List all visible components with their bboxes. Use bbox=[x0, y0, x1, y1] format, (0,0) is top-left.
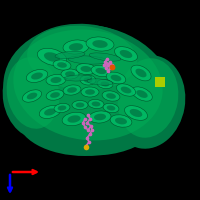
Ellipse shape bbox=[63, 85, 81, 95]
Point bbox=[110, 65, 114, 69]
Point bbox=[87, 140, 91, 144]
Ellipse shape bbox=[132, 87, 152, 101]
Ellipse shape bbox=[106, 93, 116, 99]
Ellipse shape bbox=[115, 118, 127, 124]
Ellipse shape bbox=[121, 87, 131, 93]
Ellipse shape bbox=[3, 55, 67, 139]
Ellipse shape bbox=[87, 79, 113, 85]
Point bbox=[85, 121, 89, 125]
Ellipse shape bbox=[67, 87, 77, 93]
Point bbox=[84, 145, 88, 149]
Ellipse shape bbox=[22, 90, 42, 102]
Ellipse shape bbox=[92, 40, 108, 48]
Ellipse shape bbox=[65, 71, 75, 77]
Ellipse shape bbox=[103, 103, 119, 113]
Ellipse shape bbox=[7, 57, 59, 129]
Point bbox=[105, 57, 109, 61]
Point bbox=[85, 136, 89, 140]
Ellipse shape bbox=[116, 84, 136, 96]
Ellipse shape bbox=[53, 60, 71, 70]
Ellipse shape bbox=[81, 66, 91, 72]
Ellipse shape bbox=[44, 52, 60, 62]
Ellipse shape bbox=[86, 37, 114, 51]
Point bbox=[90, 128, 94, 132]
Point bbox=[106, 63, 110, 67]
Ellipse shape bbox=[46, 90, 64, 100]
Ellipse shape bbox=[111, 55, 185, 149]
Ellipse shape bbox=[107, 105, 115, 111]
Ellipse shape bbox=[39, 106, 61, 118]
Ellipse shape bbox=[55, 51, 85, 59]
Ellipse shape bbox=[64, 75, 92, 81]
Ellipse shape bbox=[110, 115, 132, 127]
Point bbox=[88, 117, 92, 121]
Ellipse shape bbox=[51, 77, 61, 83]
Ellipse shape bbox=[44, 108, 56, 116]
Ellipse shape bbox=[131, 65, 151, 81]
Point bbox=[86, 113, 90, 117]
Ellipse shape bbox=[31, 72, 43, 80]
Point bbox=[103, 60, 107, 64]
Ellipse shape bbox=[62, 112, 86, 126]
Ellipse shape bbox=[84, 77, 92, 83]
Ellipse shape bbox=[76, 103, 84, 107]
Ellipse shape bbox=[97, 79, 113, 89]
Ellipse shape bbox=[23, 24, 147, 100]
Point bbox=[104, 66, 108, 70]
Ellipse shape bbox=[80, 75, 96, 85]
Ellipse shape bbox=[68, 56, 108, 64]
Ellipse shape bbox=[46, 74, 66, 86]
Ellipse shape bbox=[63, 40, 89, 54]
Ellipse shape bbox=[89, 53, 121, 61]
Point bbox=[158, 80, 162, 84]
Point bbox=[81, 121, 85, 125]
Ellipse shape bbox=[130, 109, 142, 117]
Ellipse shape bbox=[69, 43, 83, 51]
Ellipse shape bbox=[94, 114, 106, 120]
Ellipse shape bbox=[72, 100, 88, 110]
Point bbox=[84, 144, 88, 148]
Ellipse shape bbox=[102, 91, 120, 101]
Point bbox=[88, 132, 92, 136]
Ellipse shape bbox=[101, 81, 109, 87]
Ellipse shape bbox=[81, 87, 99, 97]
Ellipse shape bbox=[96, 68, 106, 74]
Ellipse shape bbox=[27, 26, 137, 90]
Ellipse shape bbox=[111, 75, 121, 81]
Ellipse shape bbox=[37, 48, 67, 66]
Ellipse shape bbox=[50, 92, 60, 98]
Point bbox=[102, 63, 106, 67]
Ellipse shape bbox=[89, 111, 111, 123]
Point bbox=[108, 66, 112, 70]
Ellipse shape bbox=[26, 70, 48, 82]
Ellipse shape bbox=[85, 89, 95, 95]
Point bbox=[108, 60, 112, 64]
Ellipse shape bbox=[57, 62, 67, 68]
Ellipse shape bbox=[58, 105, 66, 111]
Ellipse shape bbox=[88, 99, 104, 109]
Ellipse shape bbox=[67, 115, 81, 123]
Ellipse shape bbox=[76, 63, 96, 75]
Point bbox=[106, 69, 110, 73]
Ellipse shape bbox=[27, 93, 37, 99]
Ellipse shape bbox=[125, 106, 147, 120]
Point bbox=[110, 63, 114, 67]
Ellipse shape bbox=[3, 25, 173, 155]
Ellipse shape bbox=[118, 58, 178, 138]
Ellipse shape bbox=[54, 103, 70, 113]
Point bbox=[86, 128, 90, 132]
Ellipse shape bbox=[13, 30, 163, 140]
Ellipse shape bbox=[120, 50, 132, 58]
Ellipse shape bbox=[17, 80, 153, 156]
Ellipse shape bbox=[115, 47, 137, 61]
Ellipse shape bbox=[106, 72, 126, 84]
Ellipse shape bbox=[61, 69, 79, 79]
Point bbox=[83, 125, 87, 129]
Point bbox=[83, 117, 87, 121]
Ellipse shape bbox=[136, 90, 148, 98]
Ellipse shape bbox=[92, 102, 100, 106]
Point bbox=[89, 124, 93, 128]
Ellipse shape bbox=[135, 69, 147, 77]
Ellipse shape bbox=[91, 65, 111, 77]
